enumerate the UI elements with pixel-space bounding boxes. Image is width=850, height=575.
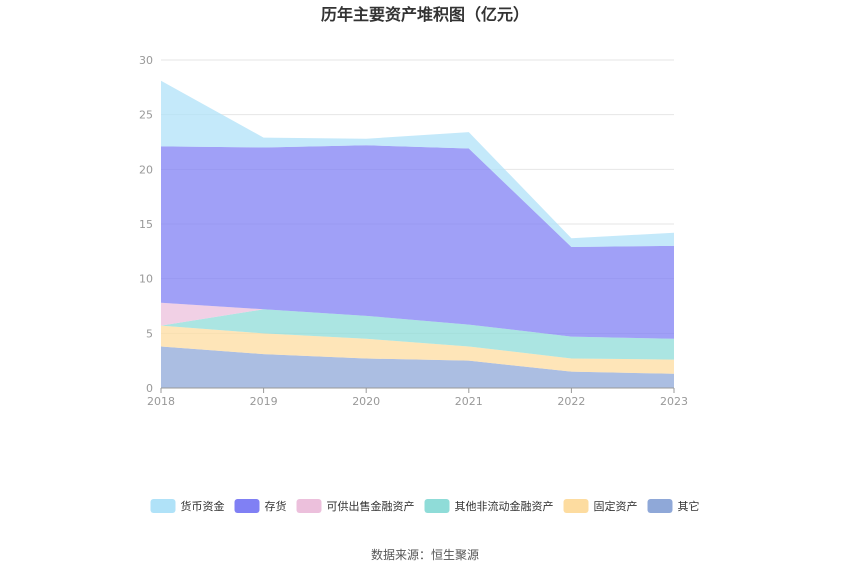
area-series-1[interactable]: 固定资产: [161, 325, 674, 374]
x-tick-label: 2022: [557, 395, 585, 408]
legend-swatch: [150, 499, 176, 513]
legend-swatch: [424, 499, 450, 513]
legend-item[interactable]: 可供出售金融资产: [296, 499, 415, 513]
y-tick-label: 0: [146, 382, 153, 395]
legend-swatch: [563, 499, 589, 513]
legend-swatch: [234, 499, 260, 513]
source-note: 数据来源：恒生聚源: [371, 547, 479, 562]
x-tick-label: 2020: [352, 395, 380, 408]
y-tick-label: 5: [146, 327, 153, 340]
legend-label: 货币资金: [181, 499, 225, 513]
y-tick-label: 30: [139, 54, 153, 67]
legend-item[interactable]: 其他非流动金融资产: [424, 499, 554, 513]
y-tick-label: 15: [139, 218, 153, 231]
area-series-3[interactable]: 可供出售金融资产: [161, 302, 674, 339]
x-tick-label: 2019: [250, 395, 278, 408]
chart-title: 历年主要资产堆积图（亿元）: [321, 5, 529, 24]
y-tick-label: 25: [139, 109, 153, 122]
x-tick-label: 2021: [455, 395, 483, 408]
x-tick-label: 2018: [147, 395, 175, 408]
legend-label: 可供出售金融资产: [327, 499, 415, 513]
legend-swatch: [647, 499, 673, 513]
axes: 0 5 10 15 20 25 30 2018 2019 2020 2021 2022 2023: [139, 54, 688, 408]
legend-item[interactable]: 其它: [647, 499, 700, 513]
area-series-2[interactable]: 其他非流动金融资产: [161, 309, 674, 360]
area-series-0[interactable]: 其它: [161, 346, 674, 388]
x-tick-label: 2023: [660, 395, 688, 408]
area-series-group: 其它固定资产其他非流动金融资产可供出售金融资产存货货币资金: [161, 80, 674, 388]
legend-label: 固定资产: [594, 499, 638, 513]
area-series-4[interactable]: 存货: [161, 145, 674, 339]
legend-label: 其他非流动金融资产: [455, 499, 554, 513]
legend-item[interactable]: 货币资金: [150, 499, 225, 513]
legend[interactable]: 货币资金 存货 可供出售金融资产 其他非流动金融资产 固定资产 其它: [150, 499, 700, 513]
legend-item[interactable]: 固定资产: [563, 499, 638, 513]
y-tick-label: 20: [139, 163, 153, 176]
legend-label: 存货: [265, 499, 287, 513]
legend-item[interactable]: 存货: [234, 499, 287, 513]
y-tick-label: 10: [139, 273, 153, 286]
legend-swatch: [296, 499, 322, 513]
legend-label: 其它: [678, 499, 700, 513]
